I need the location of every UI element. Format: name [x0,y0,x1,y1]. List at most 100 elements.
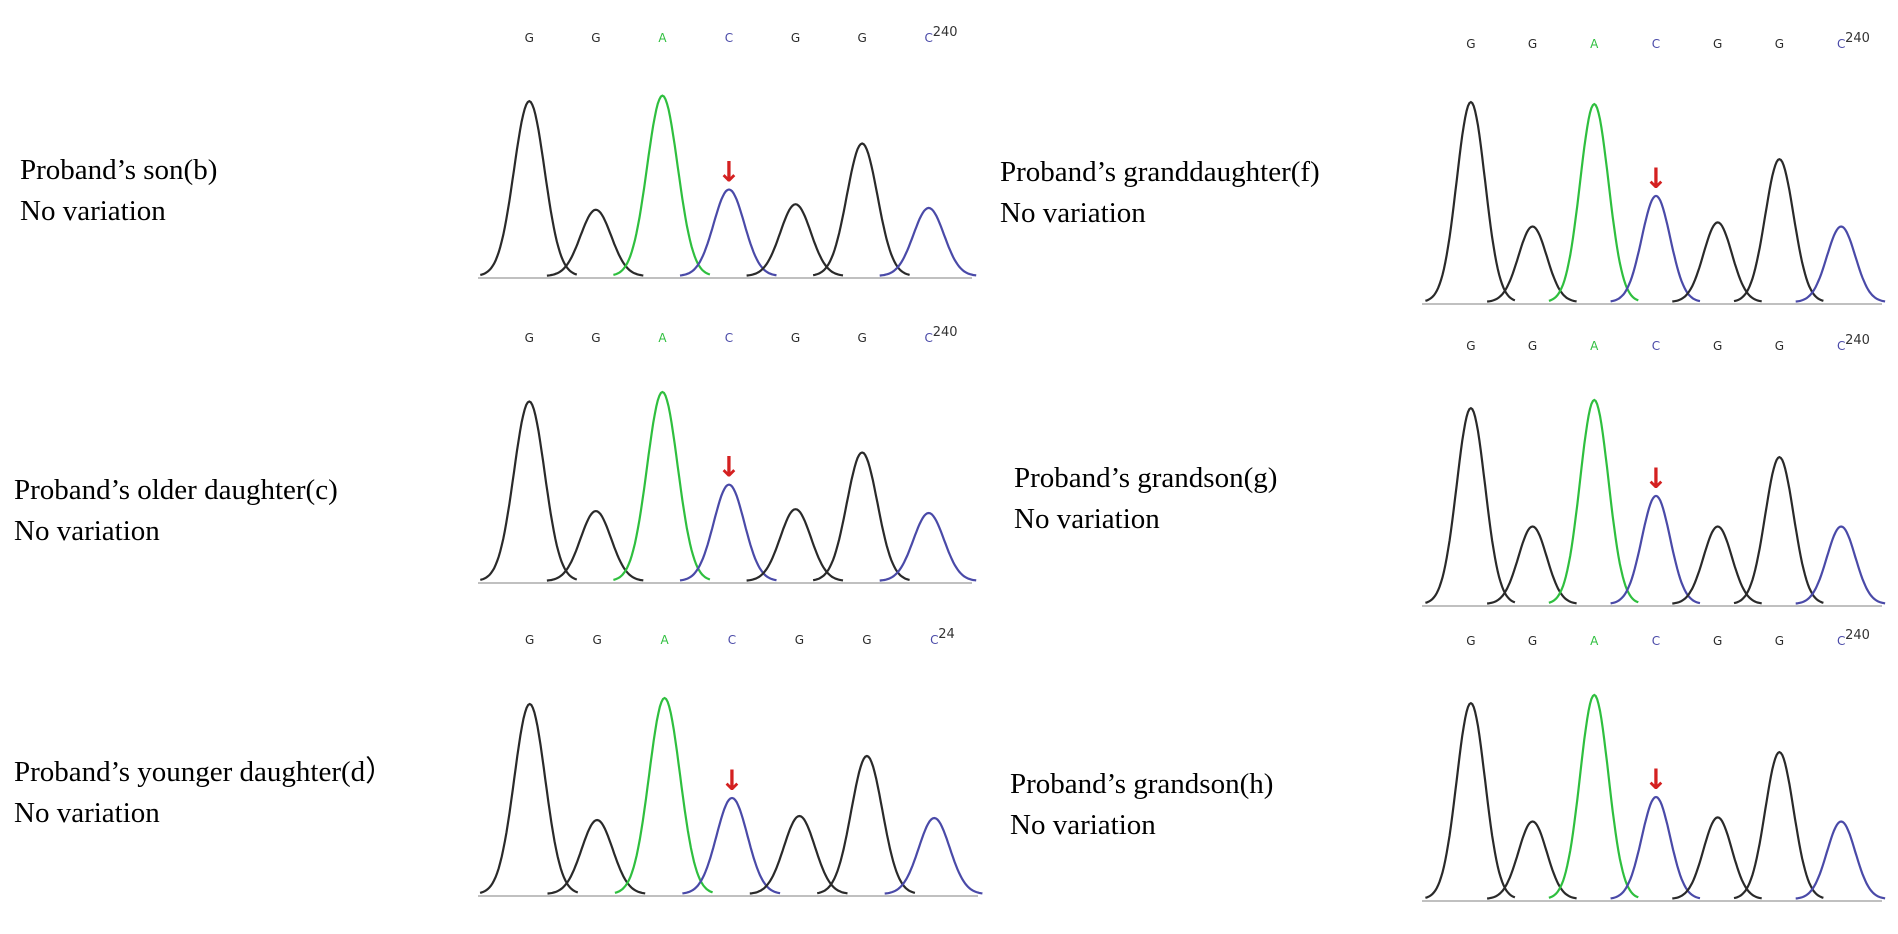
peak-g [1733,750,1824,900]
base-call-g: G [525,331,534,345]
panel-title: Proband’s son(b) [20,154,218,186]
peak-g [812,142,910,277]
peak-a [614,696,714,894]
panel-title: Proband’s granddaughter(f) [1000,156,1320,188]
panel-subtitle: No variation [20,195,166,227]
label-grandson-h: Proband’s grandson(h) No variation [1010,764,1273,846]
panel-title: Proband’s grandson(h) [1010,768,1274,800]
peak-g [1425,406,1516,604]
panel-subtitle: No variation [14,797,160,829]
peak-a [613,390,711,581]
position-label: 240 [1845,628,1870,643]
peak-g [1487,525,1577,605]
chromatogram-b: G G A C G G C 240 ↓ [478,22,977,292]
base-call-g: G [1775,634,1784,648]
base-call-g: G [1528,339,1537,353]
position-label: 240 [1845,31,1870,46]
base-call-g: G [1775,37,1784,51]
base-call-a: A [1590,37,1599,51]
peak-c [1795,225,1886,303]
peak-g [1487,225,1577,303]
base-call-a: A [1590,339,1599,353]
peak-g [1733,157,1824,303]
base-call-g: G [592,633,601,647]
base-call-g: G [1775,339,1784,353]
chromatogram-svg: G G A C G G C 240↓ [478,325,977,584]
peak-a [1548,398,1639,604]
panel-subtitle: No variation [1000,197,1146,229]
chromatogram-c: G G A C G G C 240 ↓ [478,322,977,597]
base-call-g: G [857,331,866,345]
peak-c [682,796,781,895]
chromatogram-g: G G A C G G C 240 ↓ [1422,330,1886,620]
panel-title: Proband’s older daughter(c) [14,474,338,506]
peak-a [613,94,711,276]
base-call-g: G [1528,37,1537,51]
arrow-down-icon: ↓ [1644,462,1667,495]
chromatogram-svg: G G A C G G C 24↓ [478,627,983,897]
peak-c [1795,525,1886,605]
peak-a [1548,102,1639,302]
position-label: 24 [938,627,955,642]
peak-c [1610,494,1701,605]
label-grandson-g: Proband’s grandson(g) No variation [1014,458,1277,540]
base-call-g: G [795,633,804,647]
base-call-c: C [1837,634,1845,648]
peak-c [879,511,977,582]
chromatogram-svg: G G A C G G C 240↓ [478,25,977,279]
peak-g [480,99,578,277]
base-call-c: C [1837,37,1845,51]
peak-g [816,754,916,895]
label-son-b: Proband’s son(b) No variation [20,150,217,232]
base-call-g: G [791,31,800,45]
base-call-g: G [1466,634,1475,648]
panel-subtitle: No variation [1010,809,1156,841]
base-call-g: G [1528,634,1537,648]
base-call-g: G [862,633,871,647]
base-call-c: C [1652,37,1660,51]
base-call-g: G [1466,339,1475,353]
peak-c [1610,194,1701,303]
position-label: 240 [1845,333,1870,348]
chromatogram-h: G G A C G G C 240 ↓ [1422,625,1886,915]
peak-g [479,702,579,894]
base-call-g: G [591,31,600,45]
label-younger-daughter-d: Proband’s younger daughter(d） No variati… [14,752,394,834]
position-label: 240 [933,25,958,40]
chromatogram-d: G G A C G G C 24 ↓ [478,624,983,910]
peak-c [1795,820,1886,900]
peak-c [879,206,977,277]
chromatogram-f: G G A C G G C 240 ↓ [1422,28,1886,318]
arrow-down-icon: ↓ [1644,162,1667,195]
base-call-c: C [1652,634,1660,648]
peak-g [1425,100,1516,302]
arrow-down-icon: ↓ [717,451,740,484]
peak-c [679,188,777,277]
arrow-down-icon: ↓ [720,764,743,797]
panel-subtitle: No variation [14,515,160,547]
base-call-g: G [1713,339,1722,353]
label-older-daughter-c: Proband’s older daughter(c) No variation [14,470,338,552]
base-call-a: A [660,633,669,647]
base-call-c: C [925,31,933,45]
base-call-c: C [1652,339,1660,353]
base-call-g: G [1713,634,1722,648]
base-call-g: G [1713,37,1722,51]
peak-g [1487,820,1577,900]
panel-subtitle: No variation [1014,503,1160,535]
peak-g [546,509,644,582]
base-call-a: A [1590,634,1599,648]
peak-c [1610,795,1701,900]
peak-g [546,208,644,277]
label-granddaughter-f: Proband’s granddaughter(f) No variation [1000,152,1320,234]
peak-c [884,816,983,895]
peak-g [1733,455,1824,605]
peak-g [547,818,646,895]
arrow-down-icon: ↓ [1644,763,1667,796]
chromatogram-svg: G G A C G G C 240↓ [1422,333,1886,607]
base-call-c: C [925,331,933,345]
peak-g [480,400,578,581]
base-call-g: G [525,31,534,45]
base-call-c: C [728,633,736,647]
base-call-g: G [525,633,534,647]
